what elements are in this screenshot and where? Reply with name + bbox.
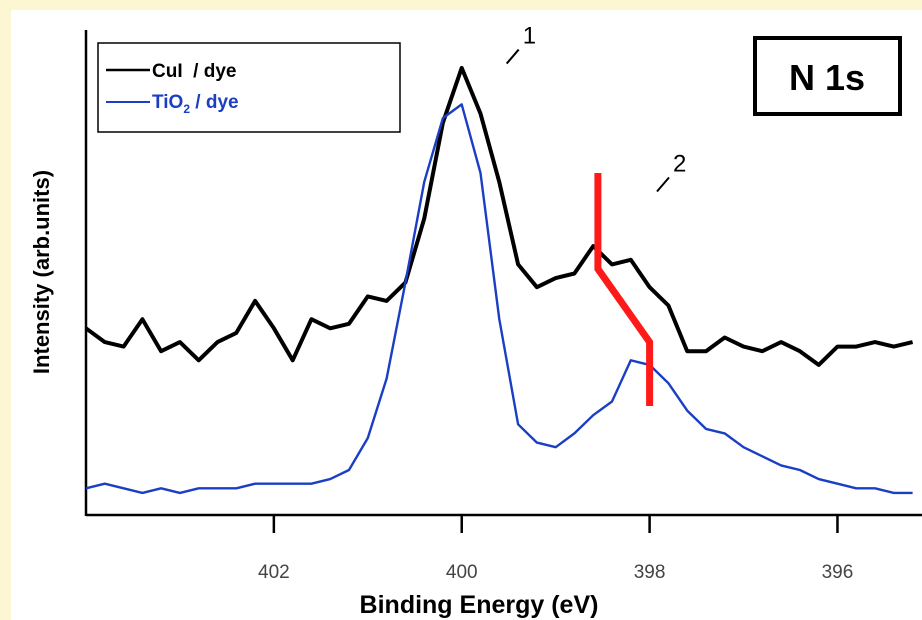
- x-axis-label: Binding Energy (eV): [360, 591, 599, 619]
- marker-layer: [594, 173, 654, 406]
- title-box: N 1s: [753, 36, 902, 116]
- annotation-label-1: 1: [523, 23, 536, 50]
- title-box-frame: [753, 36, 902, 116]
- annotation-layer: 12: [505, 23, 686, 193]
- series-layer: [84, 65, 914, 495]
- legend-box: [97, 42, 401, 133]
- legend-tio2-rest: / dye: [190, 92, 239, 113]
- red-marker-line: [594, 173, 654, 406]
- annotation-label-2: 2: [673, 151, 686, 178]
- y-axis-label: Intensity (arb.units): [29, 170, 54, 374]
- legend-cui-rest: / dye: [183, 61, 237, 82]
- legend-tio2-main: TiO: [152, 92, 183, 113]
- legend-tio2-sub: 2: [183, 102, 190, 116]
- legend-cui-main: CuI: [152, 61, 183, 82]
- series-line-tio2: [85, 103, 913, 495]
- x-tick-label-398: 398: [634, 562, 666, 583]
- annotation-leader-2: [656, 176, 670, 193]
- annotation-leader-1: [505, 48, 520, 65]
- x-ticks: 402 400 398 396: [258, 515, 853, 583]
- x-tick-label-402: 402: [258, 562, 290, 583]
- x-tick-label-400: 400: [446, 562, 478, 583]
- legend: CuI / dye TiO2 / dye: [97, 42, 401, 133]
- xps-chart: 402 400 398 396 12 Binding Energy (eV) Inte…: [29, 23, 922, 619]
- legend-label-cui: CuI / dye: [152, 61, 236, 82]
- chart-title: N 1s: [789, 57, 865, 98]
- x-tick-label-396: 396: [822, 562, 854, 583]
- legend-label-tio2: TiO2 / dye: [152, 92, 239, 116]
- series-line-cui: [84, 65, 914, 367]
